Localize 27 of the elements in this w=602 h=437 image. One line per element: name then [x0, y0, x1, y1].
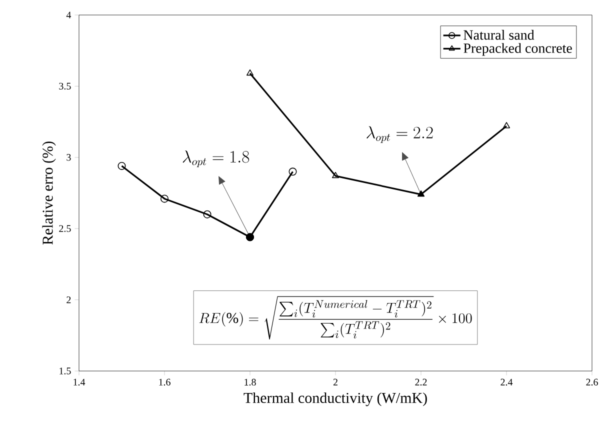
point	[332, 172, 340, 178]
legend-label: Natural sand	[464, 30, 534, 40]
point	[160, 194, 168, 203]
x-axis-title: Thermal conductivity (W/mK)	[244, 392, 427, 406]
legend-label: Prepacked concrete	[464, 43, 572, 56]
y-tick-label: 2	[66, 296, 71, 304]
y-tick-label: 2.5	[59, 225, 71, 232]
point	[203, 210, 212, 218]
x-tick-label: 2.6	[586, 378, 598, 386]
y-tick-label: 4	[66, 12, 72, 18]
x-tick-label: 2.2	[415, 378, 427, 386]
x-tick-label: 1.8	[244, 378, 256, 386]
y-tick-label: 1.5	[60, 368, 71, 374]
annotation: $\lambda_{opt} = 2.2$	[366, 126, 433, 143]
y-axis-title: Relative erro (%)	[42, 142, 56, 245]
y-tick-label: 3	[66, 154, 71, 161]
point	[502, 122, 510, 128]
annotation: $\lambda_{opt} = 1.8$	[182, 150, 250, 168]
x-tick-label: 2	[333, 378, 338, 386]
point	[246, 69, 254, 76]
x-tick-label: 1.6	[159, 378, 170, 386]
x-tick-label: 1.4	[74, 378, 86, 386]
point	[288, 168, 297, 176]
y-tick-label: 3.5	[59, 82, 71, 90]
x-tick-label: 2.4	[500, 378, 513, 386]
annotation: $RE(\%) = \sqrt{\frac{\sum_i (T_i^{Numerical} - T_i^{TRT})^2}{\sum_i (T_i^{TRT})^2}} \times 100$	[199, 296, 472, 340]
point	[118, 162, 126, 170]
